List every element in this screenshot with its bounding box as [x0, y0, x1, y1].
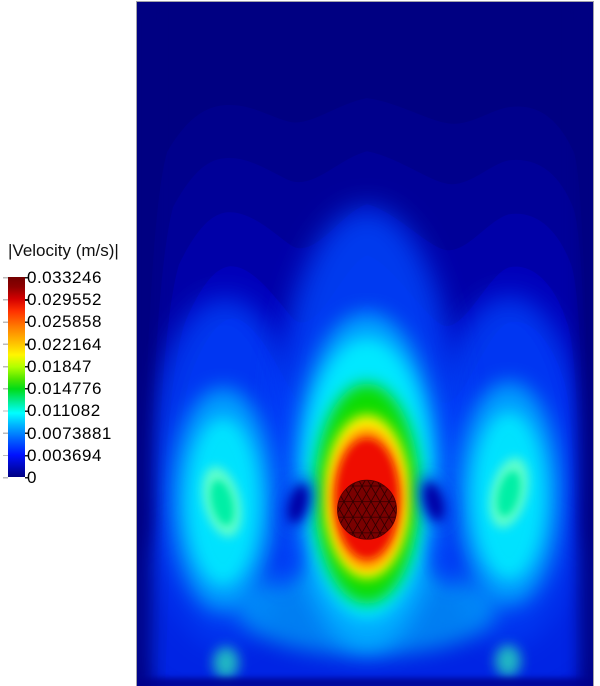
left-lobe-core	[202, 466, 242, 537]
colorbar-label: 0.029552	[27, 290, 102, 310]
velocity-contour-plot	[137, 2, 593, 686]
colorbar-label: 0.0073881	[27, 423, 112, 443]
colorbar-ticks-left	[3, 276, 8, 479]
right-lobe-core	[489, 457, 529, 528]
colorbar-label: 0.01847	[27, 356, 92, 376]
scalar-bar-legend: |Velocity (m/s)| 0.033246 0.029552 0.025…	[0, 0, 136, 686]
left-bottom-mint-spot	[213, 646, 239, 679]
right-eye-tail	[429, 532, 457, 590]
right-bottom-mint-spot	[495, 644, 521, 677]
colorbar-label: 0.014776	[27, 379, 102, 399]
right-stagnation-eye	[418, 474, 450, 529]
colorbar-label: 0.025858	[27, 312, 102, 332]
left-eye-tail	[275, 534, 303, 592]
left-stagnation-eye	[282, 476, 314, 531]
colorbar-label: 0.003694	[27, 445, 102, 465]
legend-title: |Velocity (m/s)|	[8, 241, 119, 260]
colorbar-gradient[interactable]	[8, 277, 25, 477]
render-view[interactable]	[136, 1, 594, 686]
colorbar-label: 0.033246	[27, 268, 102, 287]
colorbar-label: 0	[27, 468, 37, 487]
edge-shadows	[137, 2, 593, 686]
colorbar-label: 0.022164	[27, 334, 102, 354]
colorbar-label: 0.011082	[27, 401, 101, 421]
cylinder-mesh-body	[337, 479, 397, 540]
colorbar-ticks-right	[25, 276, 29, 479]
